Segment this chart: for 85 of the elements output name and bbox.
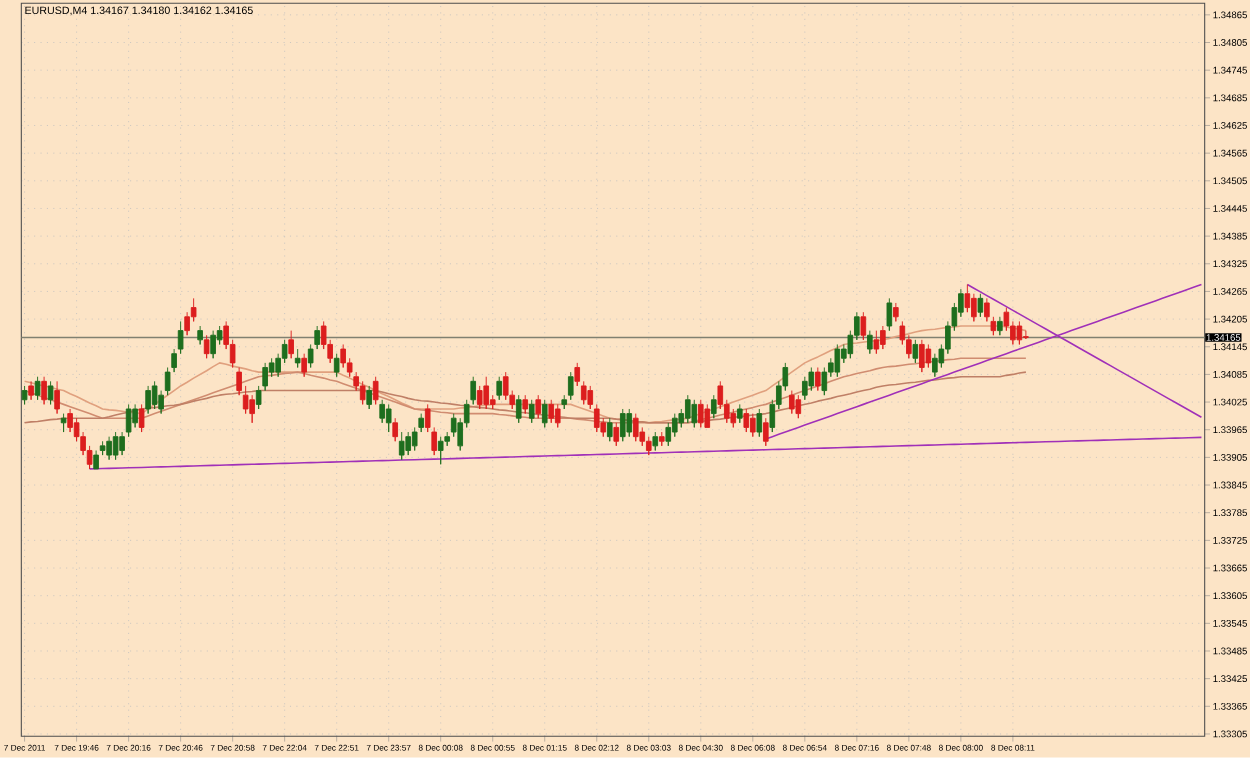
candlestick: [632, 413, 639, 442]
candlestick: [613, 422, 620, 447]
candlestick: [919, 339, 925, 373]
candlestick: [749, 413, 756, 438]
candlestick: [132, 404, 138, 429]
candlestick: [41, 376, 47, 406]
candlestick: [333, 353, 340, 378]
candlestick: [372, 376, 379, 406]
candlestick: [67, 408, 73, 433]
candlestick: [736, 404, 743, 424]
candlestick: [476, 385, 483, 410]
candlestick: [112, 431, 119, 461]
candlestick: [392, 417, 398, 442]
candlestick: [873, 330, 880, 355]
candlestick: [366, 385, 372, 410]
candlestick: [151, 381, 158, 410]
candlestick: [971, 293, 977, 323]
candlestick: [606, 417, 613, 442]
candlestick: [301, 353, 307, 378]
candlestick: [977, 293, 984, 318]
candlestick: [658, 431, 665, 447]
candlestick: [437, 436, 444, 465]
candlestick: [405, 431, 411, 456]
candlestick: [652, 431, 659, 452]
candlestick: [249, 394, 255, 424]
candlestick: [470, 376, 477, 406]
candlestick: [385, 404, 392, 433]
candlestick: [756, 408, 763, 438]
candlestick: [997, 316, 1003, 336]
candlestick: [522, 394, 529, 415]
candlestick: [379, 399, 385, 424]
candlestick: [528, 399, 535, 424]
candlestick: [60, 413, 67, 433]
candlestick: [502, 371, 509, 401]
candlestick: [671, 413, 678, 438]
candlestick: [789, 390, 795, 415]
candlestick: [893, 302, 899, 323]
candlestick: [697, 399, 704, 429]
candlestick: [964, 284, 971, 313]
candlestick: [398, 431, 405, 461]
candlestick: [762, 417, 769, 447]
candlestick: [867, 330, 873, 355]
candlestick: [340, 344, 346, 369]
candlestick: [548, 399, 555, 424]
candlestick: [984, 298, 990, 323]
candlestick: [47, 381, 54, 406]
candlestick: [886, 298, 893, 332]
candlestick: [541, 399, 548, 429]
candlestick: [34, 376, 41, 401]
candlestick: [730, 408, 737, 429]
candlestick: [834, 344, 841, 378]
candlestick: [795, 394, 802, 419]
candlestick: [626, 408, 633, 438]
candlestick: [691, 399, 698, 429]
candlestick: [554, 404, 561, 429]
candlestick: [925, 344, 932, 369]
candlestick: [106, 436, 112, 461]
candlestick: [21, 385, 28, 406]
candlestick: [743, 408, 750, 433]
candlestick: [203, 334, 210, 359]
candlestick: [710, 394, 717, 419]
candlestick: [619, 408, 626, 442]
candlestick: [1016, 321, 1023, 346]
candlestick: [860, 311, 867, 341]
candlestick: [567, 371, 574, 401]
candlestick: [210, 330, 216, 359]
candlestick: [138, 404, 145, 433]
candlestick: [496, 376, 503, 401]
candlestick: [880, 325, 886, 350]
candlestick: [28, 381, 34, 401]
candlestick: [515, 394, 522, 424]
candlestick: [808, 367, 815, 392]
candlestick: [990, 316, 997, 336]
candlestick: [145, 385, 151, 415]
candlestick: [197, 325, 203, 346]
candlestick: [54, 381, 60, 415]
candlestick: [535, 394, 542, 419]
candlestick: [294, 348, 301, 369]
candlestick: [704, 404, 711, 429]
candlestick: [665, 422, 672, 447]
candlestick: [483, 376, 490, 410]
candlestick: [912, 339, 919, 364]
candlestick: [815, 367, 821, 392]
candlestick: [684, 394, 691, 424]
candlestick: [288, 330, 294, 359]
